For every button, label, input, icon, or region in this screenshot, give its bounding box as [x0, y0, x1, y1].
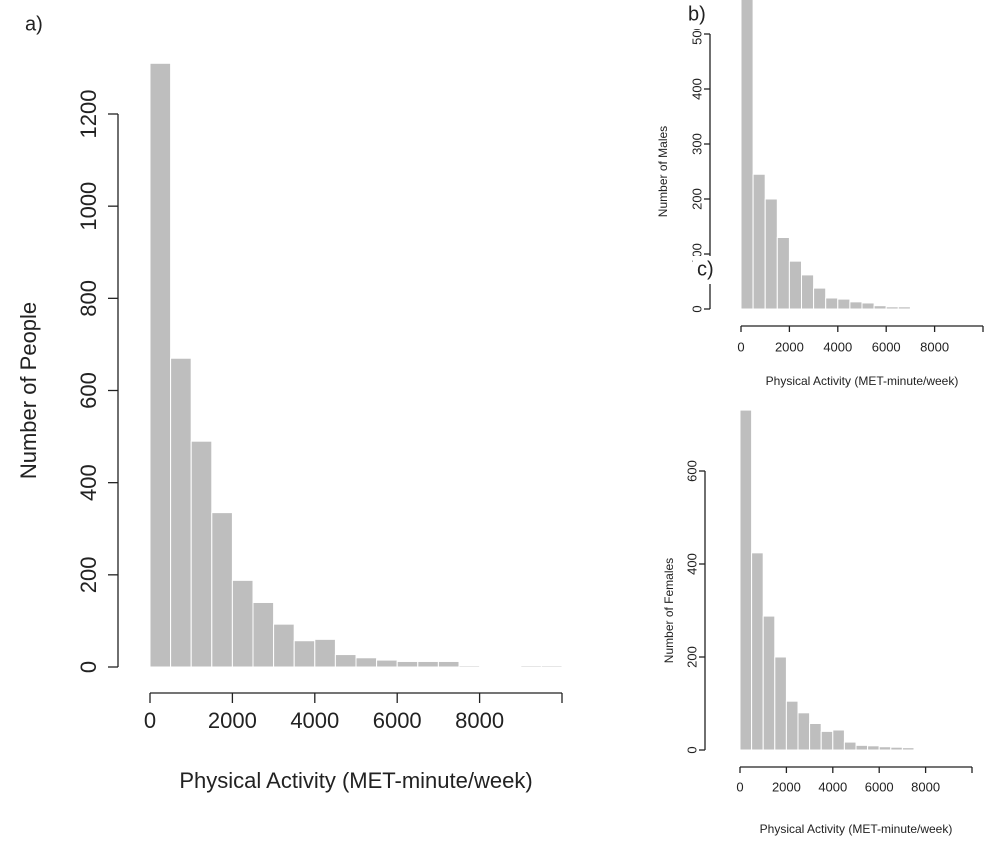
bar: [958, 307, 972, 310]
x-tick-label: 0: [737, 339, 744, 354]
panel-label-bg: [693, 256, 721, 284]
bar: [946, 307, 960, 310]
bar: [231, 579, 254, 668]
bar: [752, 173, 766, 310]
y-axis-label: Number of Males: [656, 126, 670, 217]
x-tick-label: 8000: [920, 339, 949, 354]
bar: [293, 640, 316, 668]
x-tick-label: 2000: [775, 339, 804, 354]
y-tick-label: 400: [684, 553, 699, 575]
bar: [878, 746, 892, 751]
x-tick-label: 6000: [373, 708, 422, 733]
panel-label-bg: [684, 1, 712, 29]
bar: [813, 287, 827, 310]
bar: [334, 654, 357, 668]
x-tick-label: 2000: [208, 708, 257, 733]
y-tick-label: 400: [689, 78, 704, 100]
bar: [832, 729, 845, 751]
bar: [809, 722, 822, 751]
y-tick-label: 1200: [76, 90, 101, 139]
x-axis-label: Physical Activity (MET-minute/week): [179, 768, 532, 793]
y-tick-label: 600: [684, 460, 699, 482]
bar: [396, 660, 419, 668]
x-tick-label: 4000: [823, 339, 852, 354]
bar: [797, 712, 811, 751]
y-tick-label: 800: [76, 280, 101, 317]
bar: [252, 601, 275, 668]
bar: [867, 745, 880, 751]
y-tick-label: 0: [76, 661, 101, 673]
bar: [897, 306, 911, 310]
panel-label: a): [25, 13, 43, 35]
bar: [520, 665, 542, 668]
bar: [855, 744, 869, 751]
bar: [785, 700, 799, 751]
panel-label: b): [688, 3, 706, 25]
bar: [437, 660, 460, 668]
x-tick-label: 4000: [290, 708, 339, 733]
x-tick-label: 4000: [818, 779, 847, 794]
y-tick-label: 200: [684, 646, 699, 668]
bar: [740, 0, 754, 310]
x-tick-label: 2000: [772, 779, 801, 794]
y-axis-label: Number of People: [16, 302, 41, 479]
bar: [801, 274, 815, 310]
y-tick-label: 600: [76, 372, 101, 409]
bar: [458, 665, 481, 668]
bar: [837, 298, 851, 310]
y-tick-label: 200: [76, 556, 101, 593]
panel-label: c): [697, 258, 714, 280]
bar: [739, 409, 753, 751]
bar: [890, 746, 903, 751]
bar: [355, 657, 378, 668]
x-tick-label: 0: [736, 779, 743, 794]
y-tick-label: 0: [689, 305, 704, 312]
y-tick-label: 400: [76, 464, 101, 501]
bar: [762, 615, 776, 751]
bar: [190, 440, 213, 668]
y-tick-label: 1000: [76, 182, 101, 231]
bar: [885, 306, 899, 310]
panel-label-bg: [21, 11, 49, 39]
bar: [764, 198, 778, 310]
bar: [776, 237, 790, 310]
bar: [314, 638, 336, 668]
bar: [843, 741, 857, 751]
bar: [788, 260, 803, 310]
y-tick-label: 0: [684, 746, 699, 753]
x-tick-label: 6000: [865, 779, 894, 794]
bar: [934, 307, 948, 310]
bar: [849, 301, 863, 310]
bar: [376, 659, 398, 668]
bar: [170, 357, 192, 668]
bar: [825, 297, 839, 310]
bar: [149, 62, 172, 668]
x-tick-label: 6000: [872, 339, 901, 354]
x-axis-label: Physical Activity (MET-minute/week): [760, 822, 953, 836]
bar: [820, 730, 834, 751]
bar: [751, 552, 764, 751]
x-tick-label: 8000: [911, 779, 940, 794]
x-axis-label: Physical Activity (MET-minute/week): [766, 374, 959, 388]
bar: [861, 302, 875, 310]
bar: [540, 665, 563, 668]
bar: [873, 305, 887, 310]
y-tick-label: 200: [689, 188, 704, 210]
bar: [774, 656, 787, 751]
bar: [273, 623, 295, 668]
bar: [211, 512, 233, 668]
y-axis-label: Number of Females: [662, 558, 676, 663]
bar: [417, 660, 439, 668]
x-tick-label: 0: [144, 708, 156, 733]
bar: [901, 747, 915, 751]
x-tick-label: 8000: [455, 708, 504, 733]
y-tick-label: 300: [689, 133, 704, 155]
